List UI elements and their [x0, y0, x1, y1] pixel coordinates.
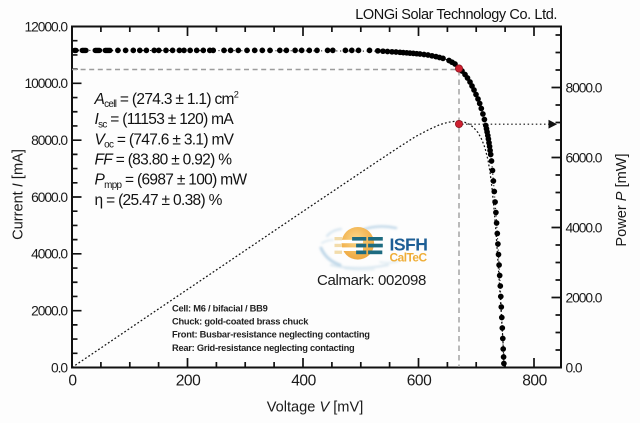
svg-text:ISFH: ISFH [390, 235, 428, 255]
svg-text:0: 0 [68, 373, 77, 390]
svg-text:2000.0: 2000.0 [31, 304, 68, 319]
svg-text:8000.0: 8000.0 [566, 80, 603, 95]
svg-text:η = (25.47 ± 0.38) %: η = (25.47 ± 0.38) % [95, 192, 223, 209]
svg-text:Chuck: gold-coated brass chuck: Chuck: gold-coated brass chuck [172, 317, 309, 327]
svg-text:Calmark: 002098: Calmark: 002098 [317, 272, 426, 289]
svg-text:6000.0: 6000.0 [31, 190, 68, 205]
svg-text:200: 200 [176, 373, 201, 390]
svg-text:6000.0: 6000.0 [566, 150, 603, 165]
svg-text:400: 400 [291, 373, 316, 390]
svg-text:0.0: 0.0 [566, 360, 583, 375]
svg-text:CalTeC: CalTeC [390, 250, 428, 264]
svg-text:Front: Busbar-resistance negle: Front: Busbar-resistance neglecting cont… [172, 330, 370, 340]
svg-text:Isc = (11153 ± 120) mA: Isc = (11153 ± 120) mA [95, 111, 235, 130]
svg-text:FF = (83.80 ± 0.92) %: FF = (83.80 ± 0.92) % [95, 151, 233, 168]
svg-text:Voltage V [mV]: Voltage V [mV] [267, 400, 364, 416]
svg-text:Acell = (274.3 ± 1.1) cm2: Acell = (274.3 ± 1.1) cm2 [94, 90, 239, 111]
svg-text:12000.0: 12000.0 [24, 19, 68, 34]
svg-text:Current I [mA]: Current I [mA] [10, 149, 26, 240]
svg-text:Pmpp = (6987 ± 100) mW: Pmpp = (6987 ± 100) mW [95, 172, 248, 191]
svg-text:Voc = (747.6 ± 3.1) mV: Voc = (747.6 ± 3.1) mV [95, 131, 235, 150]
svg-text:10000.0: 10000.0 [24, 76, 68, 91]
svg-text:LONGi Solar Technology Co. Ltd: LONGi Solar Technology Co. Ltd. [355, 7, 557, 23]
svg-text:Rear: Grid-resistance neglecti: Rear: Grid-resistance neglecting contact… [172, 343, 355, 353]
svg-text:800: 800 [522, 373, 547, 390]
svg-text:Power P [mW]: Power P [mW] [614, 153, 630, 246]
svg-text:4000.0: 4000.0 [31, 247, 68, 262]
svg-text:0.0: 0.0 [51, 360, 68, 375]
svg-text:Cell: M6 / bifacial / BB9: Cell: M6 / bifacial / BB9 [172, 304, 268, 314]
svg-text:600: 600 [407, 373, 432, 390]
svg-text:8000.0: 8000.0 [31, 133, 68, 148]
svg-text:2000.0: 2000.0 [566, 290, 603, 305]
svg-text:4000.0: 4000.0 [566, 220, 603, 235]
